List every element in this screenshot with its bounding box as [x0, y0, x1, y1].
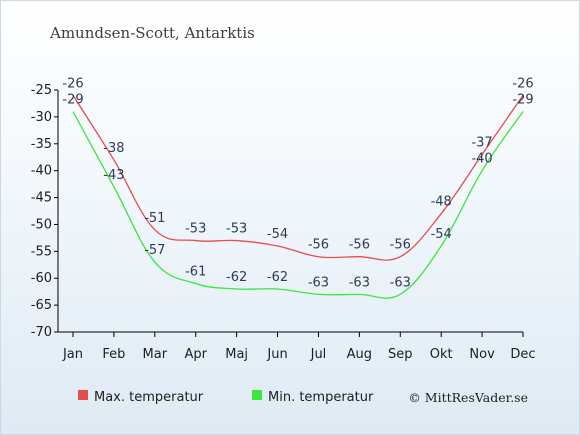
legend-swatch-min [252, 390, 262, 400]
max-data-label: -51 [144, 211, 165, 226]
max-data-label: -48 [431, 195, 452, 210]
max-data-label: -56 [349, 238, 370, 253]
min-data-label: -43 [103, 168, 124, 183]
max-data-label: -53 [226, 222, 247, 237]
y-tick-label: -25 [31, 83, 52, 98]
min-data-label: -29 [62, 93, 83, 108]
y-tick-label: -40 [31, 164, 52, 179]
max-temperature-line [72, 95, 524, 261]
x-tick-label: Okt [430, 347, 453, 362]
max-data-label: -26 [512, 76, 533, 91]
legend-swatch-max [78, 390, 88, 400]
x-tick-label: Mar [143, 347, 168, 362]
y-tick-label: -70 [31, 325, 52, 340]
x-tick-label: Jun [266, 347, 287, 362]
y-tick-label: -35 [31, 137, 52, 152]
x-tick-label: Maj [225, 347, 248, 362]
min-data-label: -29 [512, 93, 533, 108]
credit-text: © MittResVader.se [408, 390, 528, 405]
min-data-label: -57 [144, 243, 165, 258]
x-tick-label: Aug [347, 347, 372, 362]
min-data-label: -62 [226, 270, 247, 285]
chart-title: Amundsen-Scott, Antarktis [49, 24, 255, 42]
y-tick-label: -30 [31, 110, 52, 125]
x-tick-label: Nov [469, 347, 495, 362]
y-tick-label: -45 [31, 191, 52, 206]
y-tick-label: -50 [31, 217, 52, 232]
min-temperature-line [72, 111, 524, 299]
max-data-label: -56 [390, 238, 411, 253]
min-data-label: -62 [267, 270, 288, 285]
max-data-label: -37 [471, 136, 492, 151]
x-tick-label: Feb [102, 347, 125, 362]
max-data-label: -38 [103, 141, 124, 156]
min-data-label: -63 [349, 275, 370, 290]
legend-label-min: Min. temperatur [268, 390, 374, 405]
min-data-label: -61 [185, 265, 206, 280]
y-tick-label: -65 [31, 298, 52, 313]
max-data-label: -54 [267, 227, 288, 242]
min-data-label: -63 [390, 275, 411, 290]
x-tick-label: Dec [510, 347, 535, 362]
x-tick-label: Apr [184, 347, 207, 362]
max-data-label: -26 [62, 76, 83, 91]
x-tick-label: Sep [388, 347, 413, 362]
x-tick-label: Jan [62, 347, 83, 362]
min-data-label: -63 [308, 275, 329, 290]
min-data-label: -54 [431, 227, 452, 242]
max-data-label: -56 [308, 238, 329, 253]
min-data-label: -40 [471, 152, 492, 167]
y-tick-label: -55 [31, 244, 52, 259]
x-tick-label: Jul [310, 347, 327, 362]
legend-label-max: Max. temperatur [94, 390, 204, 405]
max-data-label: -53 [185, 222, 206, 237]
y-tick-label: -60 [31, 271, 52, 286]
